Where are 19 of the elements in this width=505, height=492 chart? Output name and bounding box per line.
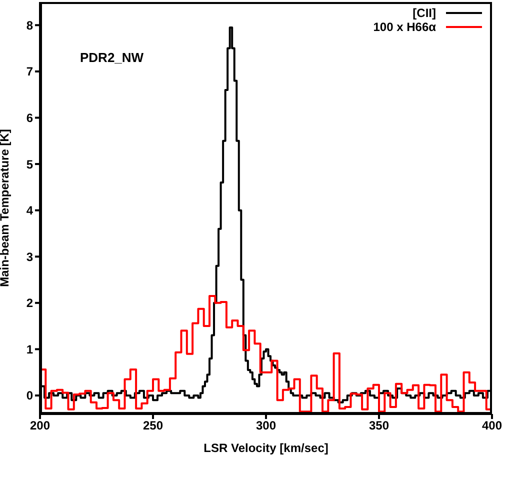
y-tick-label: 1 (26, 342, 34, 356)
y-tick-label: 4 (26, 204, 34, 218)
x-axis-title: LSR Velocity [km/sec] (204, 441, 328, 455)
y-tick-label: 3 (26, 250, 34, 264)
y-tick-label: 6 (26, 110, 34, 125)
x-tick-label: 200 (30, 418, 50, 433)
y-tick-label: 8 (26, 18, 34, 32)
legend-label: 100 x H66α (373, 20, 436, 34)
y-tick-label: 7 (26, 64, 34, 79)
y-axis-title: Main-beam Temperature [K] (0, 129, 12, 287)
y-tick-label: 0 (26, 388, 34, 403)
y-tick-label: 5 (26, 157, 34, 172)
annotation: PDR2_NW (80, 50, 144, 65)
x-tick-label: 300 (256, 418, 276, 433)
y-tick-label: 2 (26, 296, 34, 310)
x-tick-label: 350 (368, 418, 390, 433)
x-tick-label: 400 (482, 418, 502, 433)
legend-label: [CII] (412, 6, 436, 20)
x-tick-label: 250 (142, 418, 164, 433)
